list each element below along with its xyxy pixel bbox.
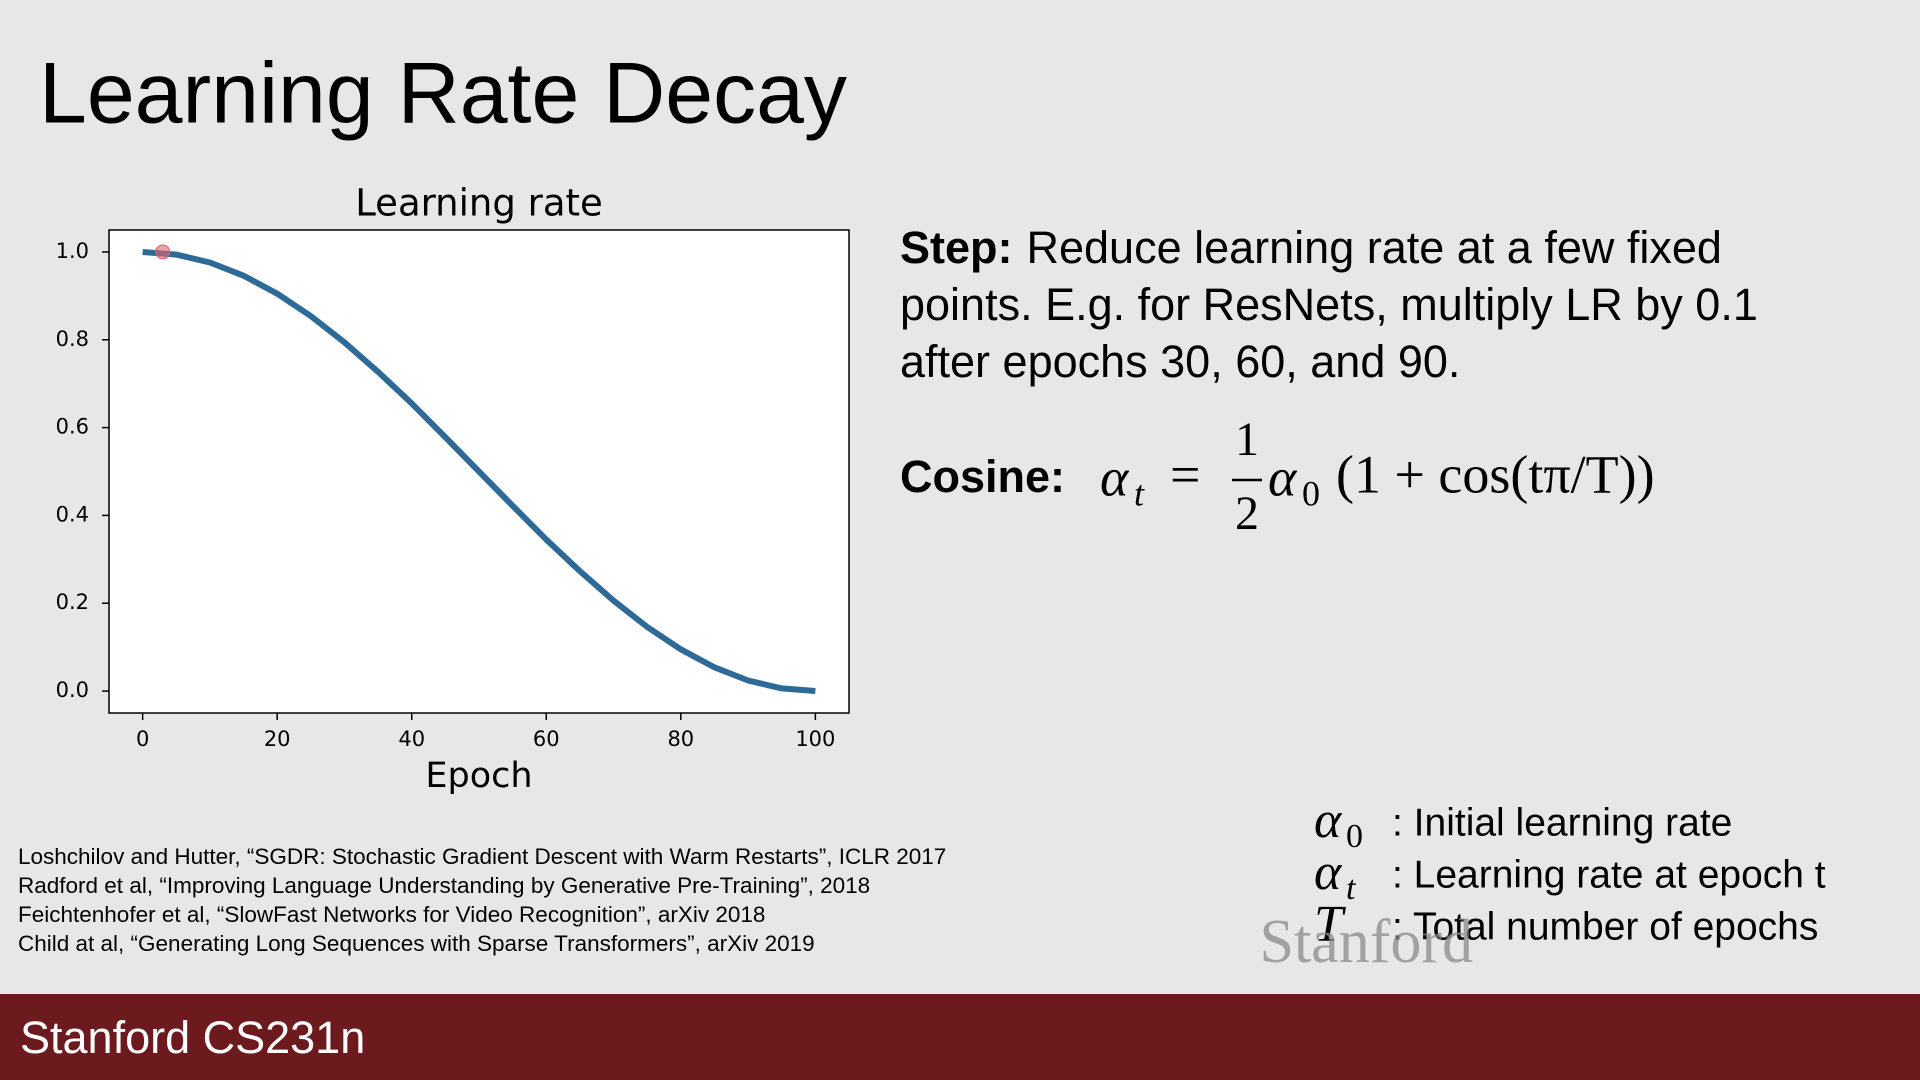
formula-lhs: α (1100, 447, 1130, 507)
legend-symbol: T (1314, 896, 1346, 953)
formula-lhs-sub: t (1134, 473, 1145, 513)
citation: Feichtenhofer et al, “SlowFast Networks … (18, 902, 765, 927)
legend-text: : Learning rate at epoch t (1392, 853, 1826, 896)
step-line: Reduce learning rate at a few fixed (1027, 222, 1722, 273)
y-tick-label: 0.6 (56, 415, 89, 439)
y-tick-label: 1.0 (56, 239, 89, 263)
watermark: Stanford (1259, 908, 1473, 976)
x-tick-label: 0 (136, 727, 149, 751)
legend-symbol-sub: t (1346, 870, 1357, 907)
formula-num: 1 (1235, 413, 1259, 466)
step-line: points. E.g. for ResNets, multiply LR by… (900, 279, 1758, 330)
formula-coef-sub: 0 (1302, 473, 1320, 513)
citation: Radford et al, “Improving Language Under… (18, 873, 870, 898)
formula-rest: (1 + cos(tπ/T)) (1336, 444, 1655, 504)
highlight-point (155, 244, 171, 260)
x-tick-label: 80 (667, 727, 694, 751)
y-tick-label: 0.0 (56, 678, 89, 702)
step-text: after epochs 30, 60, and 90. (900, 336, 1460, 387)
y-tick-label: 0.2 (56, 590, 89, 614)
step-text: Step: Reduce learning rate at a few fixed (900, 222, 1722, 273)
footer-bar (0, 994, 1920, 1080)
legend-symbol: α (1314, 792, 1343, 849)
step-text: points. E.g. for ResNets, multiply LR by… (900, 279, 1758, 330)
x-tick-label: 60 (533, 727, 560, 751)
formula-den: 2 (1235, 487, 1259, 540)
legend-symbol-sub: 0 (1346, 818, 1363, 855)
x-axis-label: Epoch (425, 756, 532, 796)
chart-title: Learning rate (355, 182, 603, 225)
legend-symbol: α (1314, 844, 1343, 901)
footer-text: Stanford CS231n (20, 1012, 365, 1063)
citation: Child at al, “Generating Long Sequences … (18, 931, 815, 956)
step-label: Step: (900, 222, 1013, 273)
x-tick-label: 20 (264, 727, 291, 751)
formula-coef: α (1268, 447, 1298, 507)
legend-text: : Initial learning rate (1392, 801, 1732, 844)
step-line: after epochs 30, 60, and 90. (900, 336, 1460, 387)
x-tick-label: 100 (795, 727, 835, 751)
cosine-label: Cosine: (900, 451, 1065, 502)
y-tick-label: 0.8 (56, 327, 89, 351)
citation: Loshchilov and Hutter, “SGDR: Stochastic… (18, 844, 946, 869)
y-tick-label: 0.4 (56, 502, 89, 526)
x-tick-label: 40 (398, 727, 425, 751)
slide-title: Learning Rate Decay (39, 46, 847, 142)
line (142, 248, 816, 695)
legend-text: : Total number of epochs (1392, 905, 1818, 948)
formula-eq: = (1170, 444, 1200, 504)
